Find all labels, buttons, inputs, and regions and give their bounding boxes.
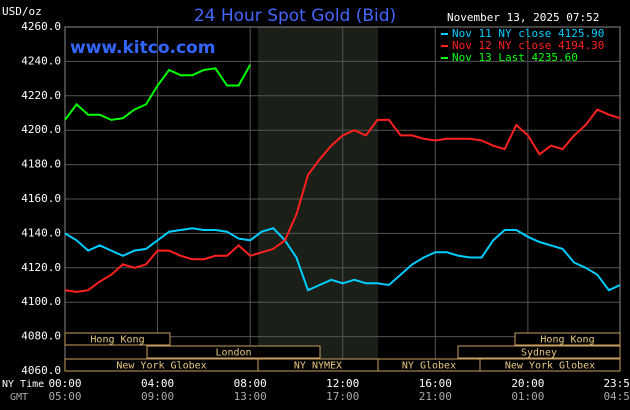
x2-tick-label: 17:00	[326, 390, 359, 403]
x-tick-label: 23:59	[603, 377, 630, 390]
series-line	[64, 227, 621, 292]
series-line	[64, 64, 252, 121]
y-tick-label: 4100.0	[21, 295, 61, 308]
y-tick-label: 4120.0	[21, 261, 61, 274]
y-tick-label: 4260.0	[21, 20, 61, 33]
session-box	[479, 358, 621, 372]
legend-label: Nov 13 Last 4235.60	[452, 51, 578, 64]
y-tick-label: 4140.0	[21, 226, 61, 239]
x-row-label: NY Time	[2, 379, 44, 390]
legend-label: Nov 12 NY close 4194.30	[452, 39, 604, 52]
x2-row-label: GMT	[10, 392, 28, 403]
x-tick-label: 00:00	[48, 377, 81, 390]
session-label: NY NYMEX	[294, 361, 342, 372]
session-box	[146, 345, 321, 359]
x-tick-label: 04:00	[141, 377, 174, 390]
y-tick-label: 4240.0	[21, 54, 61, 67]
session-box	[514, 332, 621, 346]
x2-tick-label: 05:00	[48, 390, 81, 403]
x-tick-label: 20:00	[511, 377, 544, 390]
y-tick-label: 4080.0	[21, 330, 61, 343]
x2-tick-label: 13:00	[234, 390, 267, 403]
session-label: London	[215, 348, 251, 359]
source: www.kitco.com	[70, 38, 215, 58]
session-label: Sydney	[521, 348, 557, 359]
y-label: USD/oz	[2, 5, 42, 18]
timestamp: November 13, 2025 07:52	[447, 11, 599, 24]
y-tick-label: 4200.0	[21, 123, 61, 136]
session-label: Hong Kong	[90, 335, 144, 346]
y-tick-label: 4060.0	[21, 364, 61, 377]
session-label: NY Globex	[402, 361, 456, 372]
x2-tick-label: 09:00	[141, 390, 174, 403]
session-label: Hong Kong	[540, 335, 594, 346]
legend-label: Nov 11 NY close 4125.90	[452, 27, 604, 40]
x2-tick-label: 04:59	[603, 390, 630, 403]
session-box	[64, 332, 171, 346]
session-label: New York Globex	[505, 361, 595, 372]
chart-title: 24 Hour Spot Gold (Bid)	[194, 6, 396, 26]
x2-tick-label: 01:00	[511, 390, 544, 403]
y-tick-label: 4180.0	[21, 158, 61, 171]
y-tick-label: 4220.0	[21, 89, 61, 102]
y-tick-label: 4160.0	[21, 192, 61, 205]
x-tick-label: 16:00	[419, 377, 452, 390]
session-label: New York Globex	[116, 361, 206, 372]
session-box	[457, 345, 621, 359]
x-tick-label: 12:00	[326, 377, 359, 390]
series-line	[64, 108, 621, 293]
x-tick-label: 08:00	[234, 377, 267, 390]
x2-tick-label: 21:00	[419, 390, 452, 403]
